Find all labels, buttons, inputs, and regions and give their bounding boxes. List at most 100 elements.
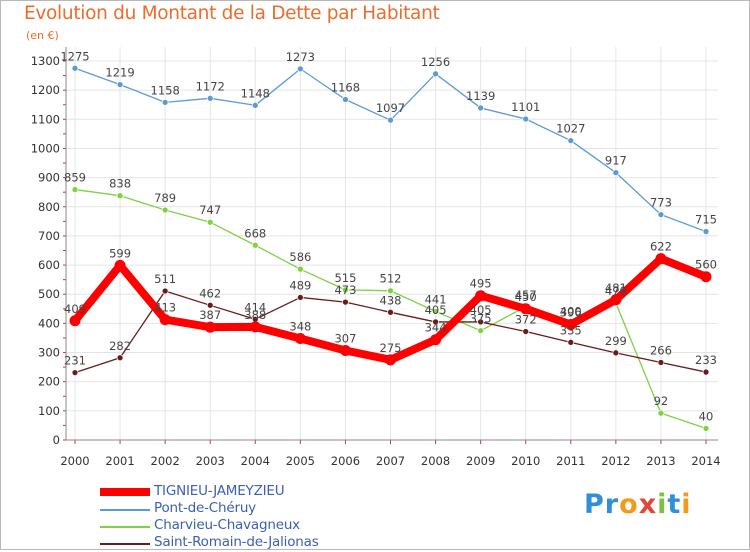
data-point xyxy=(159,314,171,326)
data-point xyxy=(612,349,620,357)
plot-area xyxy=(66,47,718,440)
x-tick-label: 2013 xyxy=(646,454,675,468)
brand-letter: i xyxy=(657,489,668,520)
data-label: 715 xyxy=(695,213,717,227)
data-label: 1097 xyxy=(376,101,405,115)
data-label: 747 xyxy=(199,203,221,217)
data-point xyxy=(206,218,214,226)
data-point xyxy=(702,368,710,376)
x-tick-label: 2007 xyxy=(376,454,405,468)
data-point xyxy=(161,206,169,214)
data-label: 405 xyxy=(425,303,447,317)
y-tick-label: 300 xyxy=(38,346,60,360)
data-point xyxy=(71,186,79,193)
data-point xyxy=(71,369,79,377)
data-label: 1168 xyxy=(331,80,360,94)
brand-letter: t xyxy=(667,489,682,520)
data-point xyxy=(700,271,712,283)
x-tick-label: 2012 xyxy=(601,454,630,468)
data-point xyxy=(387,308,394,316)
data-label: 348 xyxy=(289,320,311,334)
legend-swatch xyxy=(100,488,150,496)
data-label: 512 xyxy=(380,272,402,286)
data-point xyxy=(475,290,487,302)
y-tick-label: 700 xyxy=(38,229,60,243)
y-tick-label: 1300 xyxy=(31,54,60,68)
data-label: 622 xyxy=(650,240,672,254)
data-point xyxy=(161,99,169,106)
data-label: 231 xyxy=(64,354,86,368)
data-label: 1027 xyxy=(556,122,585,136)
data-point xyxy=(655,253,667,265)
data-point xyxy=(702,228,710,235)
data-label: 450 xyxy=(515,290,537,304)
data-label: 515 xyxy=(334,271,356,285)
data-label: 1219 xyxy=(105,66,134,80)
y-tick-label: 500 xyxy=(38,287,60,301)
chart-subtitle: (en €) xyxy=(26,29,59,42)
data-point xyxy=(249,321,261,333)
data-label: 489 xyxy=(289,278,311,292)
data-label: 917 xyxy=(605,154,627,168)
data-label: 40 xyxy=(699,409,714,423)
data-label: 441 xyxy=(425,292,447,306)
data-point xyxy=(430,334,442,346)
data-label: 1273 xyxy=(286,50,315,64)
data-point xyxy=(432,318,439,326)
data-label: 789 xyxy=(154,191,176,205)
x-tick-label: 2011 xyxy=(556,454,585,468)
data-point xyxy=(477,327,484,335)
data-point xyxy=(116,192,124,200)
data-point xyxy=(477,318,484,326)
y-tick-label: 1000 xyxy=(31,141,60,155)
y-tick-label: 800 xyxy=(38,200,60,214)
data-label: 470 xyxy=(605,284,627,298)
data-label: 409 xyxy=(64,302,86,316)
brand-letter: P xyxy=(584,489,605,520)
y-tick-label: 200 xyxy=(38,375,60,389)
y-tick-label: 0 xyxy=(53,433,60,447)
legend-swatch xyxy=(100,526,150,528)
data-label: 1172 xyxy=(196,79,225,93)
data-label: 462 xyxy=(199,286,221,300)
data-label: 282 xyxy=(109,339,131,353)
data-label: 1139 xyxy=(466,89,495,103)
data-label: 1148 xyxy=(241,86,270,100)
legend-label: Pont-de-Chéruy xyxy=(154,500,256,516)
data-label: 1256 xyxy=(421,55,450,69)
data-label: 414 xyxy=(244,300,266,314)
x-tick-label: 2002 xyxy=(151,454,180,468)
data-point xyxy=(71,64,79,72)
data-point xyxy=(161,287,169,295)
data-label: 773 xyxy=(650,196,672,210)
data-label: 375 xyxy=(470,312,492,326)
data-point xyxy=(342,298,349,306)
brand-letter: i xyxy=(681,489,692,520)
data-point xyxy=(297,65,304,73)
data-point xyxy=(204,321,216,333)
data-point xyxy=(657,359,665,366)
x-tick-label: 2010 xyxy=(511,454,540,468)
y-tick-label: 1200 xyxy=(31,83,60,97)
data-point xyxy=(432,70,439,78)
data-label: 495 xyxy=(470,277,492,291)
x-tick-label: 2014 xyxy=(691,454,720,468)
brand-letter: x xyxy=(638,489,658,520)
data-point xyxy=(206,94,214,102)
brand-logo: Proxiti xyxy=(584,489,692,520)
data-label: 1101 xyxy=(511,100,540,114)
data-label: 438 xyxy=(380,293,402,307)
data-point xyxy=(251,101,259,109)
data-point xyxy=(339,344,351,356)
data-label: 1158 xyxy=(151,83,180,97)
y-tick-label: 1100 xyxy=(31,112,60,126)
data-point xyxy=(610,294,622,306)
data-label: 859 xyxy=(64,171,86,185)
data-label: 1275 xyxy=(60,49,89,63)
chart-title: Evolution du Montant de la Dette par Hab… xyxy=(24,3,440,24)
data-point xyxy=(520,303,532,315)
data-label: 335 xyxy=(560,323,582,337)
data-label: 668 xyxy=(244,226,266,240)
data-label: 275 xyxy=(380,341,402,355)
